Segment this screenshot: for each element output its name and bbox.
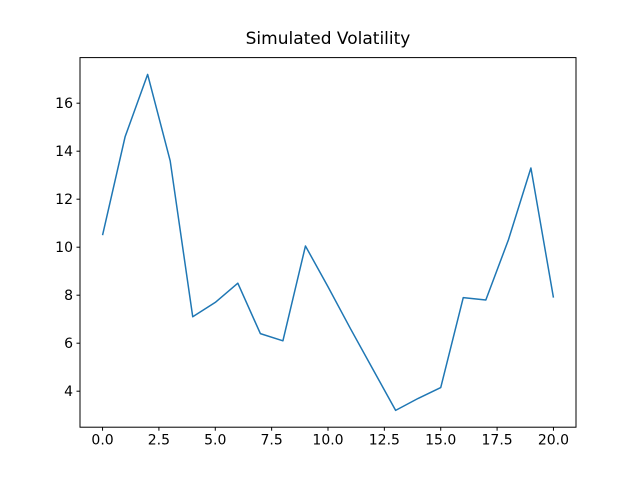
y-tick-label: 4: [64, 384, 73, 400]
x-tick-label: 20.0: [538, 433, 569, 449]
x-tick-label: 2.5: [148, 433, 170, 449]
x-tick-label: 7.5: [261, 433, 283, 449]
y-tick-label: 16: [55, 96, 73, 112]
y-tick-label: 6: [64, 336, 73, 352]
x-tick-label: 5.0: [204, 433, 226, 449]
plot-border: [79, 57, 577, 428]
x-tick-label: 15.0: [425, 433, 456, 449]
x-tick-label: 0.0: [91, 433, 113, 449]
y-tick-label: 14: [55, 144, 73, 160]
volatility-line: [101, 73, 555, 412]
y-tick-label: 12: [55, 192, 73, 208]
y-tick-label: 8: [64, 288, 73, 304]
x-tick-label: 17.5: [482, 433, 513, 449]
chart-title: Simulated Volatility: [245, 29, 411, 49]
x-tick-label: 12.5: [369, 433, 400, 449]
y-tick-label: 10: [55, 240, 73, 256]
x-tick-label: 10.0: [312, 433, 343, 449]
